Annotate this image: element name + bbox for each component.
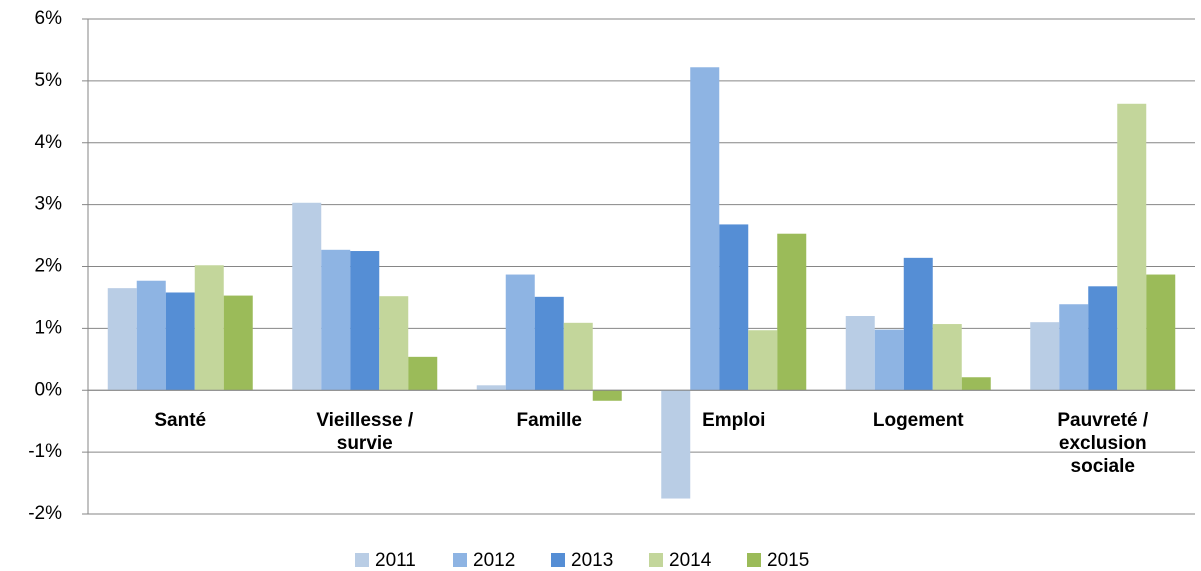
y-tick-label: 5% — [35, 70, 63, 91]
bar — [136, 280, 166, 391]
bar — [350, 251, 380, 391]
legend-label: 2015 — [767, 550, 809, 571]
y-tick-label: 1% — [35, 317, 63, 338]
bar — [408, 356, 438, 391]
bar — [292, 202, 322, 391]
bar — [690, 67, 720, 391]
legend-swatch — [747, 553, 761, 567]
bar — [1117, 103, 1147, 391]
bar — [903, 257, 933, 391]
legend-label: 2014 — [669, 550, 712, 571]
legend-label: 2011 — [375, 550, 416, 571]
legend-label: 2012 — [473, 550, 515, 571]
bar — [1088, 286, 1118, 391]
x-tick-label: Pauvreté / exclusion sociale — [1057, 410, 1149, 477]
bar — [379, 296, 409, 391]
bar — [932, 324, 962, 391]
y-tick-label: -1% — [28, 441, 62, 462]
bar — [1030, 322, 1060, 391]
bar — [845, 316, 875, 391]
bar — [476, 385, 506, 391]
bar — [321, 249, 351, 391]
x-tick-label: Santé — [154, 410, 207, 431]
y-tick-label: 4% — [35, 132, 63, 153]
bar — [505, 274, 535, 391]
bar — [194, 265, 224, 391]
bar — [748, 330, 778, 391]
legend-swatch — [649, 553, 663, 567]
x-tick-label: Vieillesse / survie — [316, 410, 414, 454]
y-tick-label: -2% — [28, 503, 62, 524]
y-tick-label: 3% — [35, 194, 63, 215]
bar — [777, 233, 807, 391]
x-tick-label: Emploi — [702, 410, 766, 431]
legend-swatch — [453, 553, 467, 567]
bar — [661, 390, 691, 499]
x-tick-label: Famille — [516, 410, 582, 431]
legend-swatch — [551, 553, 565, 567]
bar — [719, 224, 749, 391]
y-tick-label: 0% — [35, 379, 63, 400]
bar — [107, 288, 137, 391]
bar — [223, 295, 253, 391]
bar — [961, 377, 991, 391]
bar — [165, 292, 195, 391]
bar — [874, 329, 904, 391]
bar — [1146, 274, 1176, 391]
legend-label: 2013 — [571, 550, 613, 571]
bar — [1059, 304, 1089, 391]
bar — [534, 296, 564, 391]
bar — [563, 322, 593, 391]
x-tick-label: Logement — [872, 410, 964, 431]
y-tick-label: 2% — [35, 256, 63, 277]
bar — [592, 390, 622, 401]
y-tick-label: 6% — [35, 8, 63, 29]
legend-swatch — [355, 553, 369, 567]
